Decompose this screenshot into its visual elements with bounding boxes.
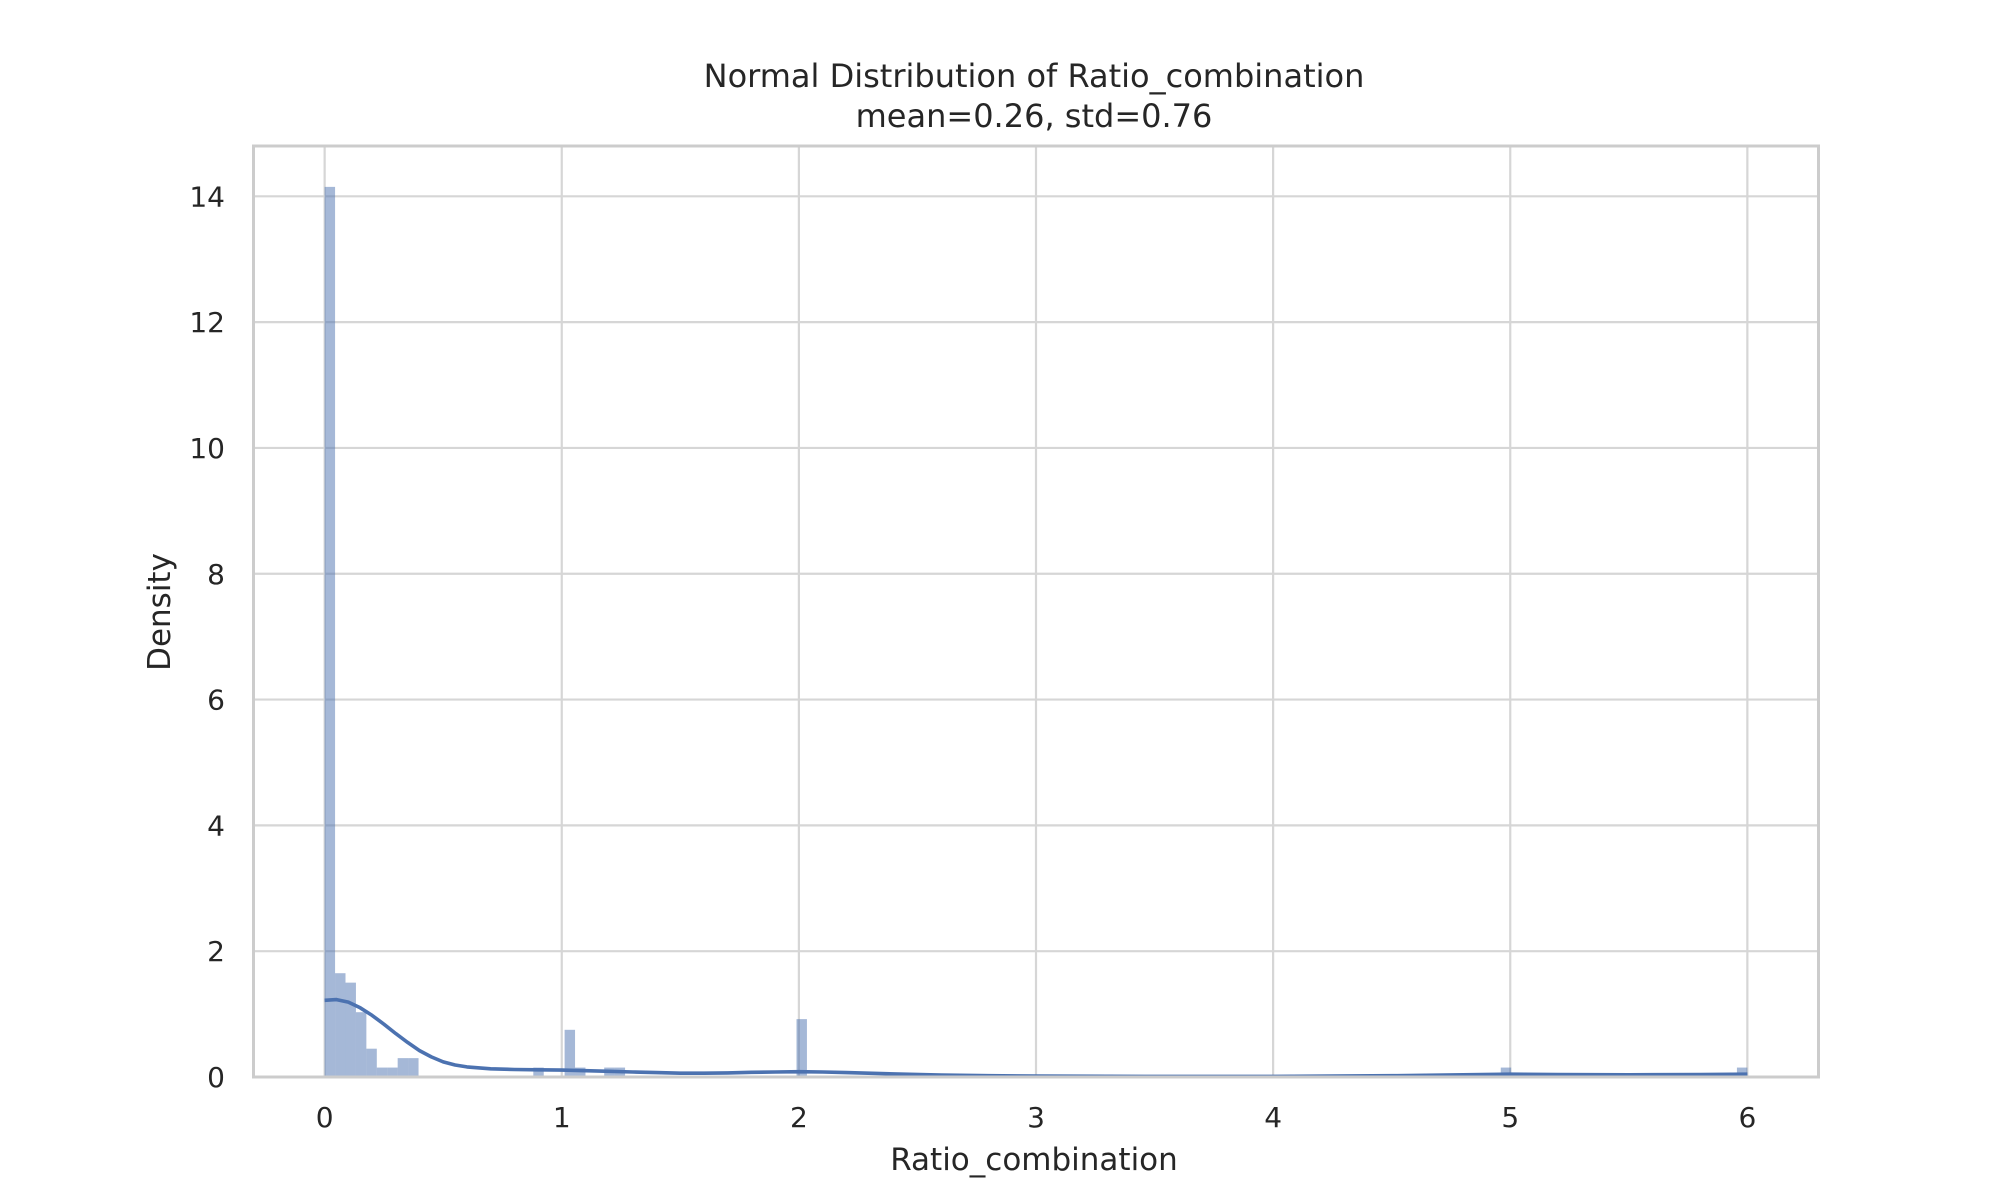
histogram-bar bbox=[324, 186, 336, 1077]
x-tick-label: 0 bbox=[316, 1101, 334, 1134]
x-tick-label: 5 bbox=[1501, 1101, 1519, 1134]
histogram-bar bbox=[796, 1019, 807, 1077]
chart-title: Normal Distribution of Ratio_combination bbox=[704, 57, 1365, 95]
grid bbox=[253, 146, 1819, 1079]
y-tick-labels: 0 2 4 6 8 10 12 14 bbox=[189, 180, 225, 1094]
x-tick-label: 2 bbox=[790, 1101, 808, 1134]
x-tick-label: 1 bbox=[553, 1101, 571, 1134]
histogram-bars bbox=[324, 186, 1748, 1077]
y-tick-label: 14 bbox=[189, 180, 225, 213]
histogram-bar bbox=[1736, 1067, 1748, 1077]
histogram-bar bbox=[387, 1067, 398, 1077]
y-tick-label: 12 bbox=[189, 306, 225, 339]
x-tick-label: 3 bbox=[1027, 1101, 1045, 1134]
x-tick-label: 6 bbox=[1738, 1101, 1756, 1134]
histogram-bar bbox=[397, 1058, 409, 1077]
x-axis-label: Ratio_combination bbox=[890, 1142, 1178, 1178]
histogram-bar bbox=[366, 1048, 377, 1077]
histogram-bar bbox=[376, 1067, 388, 1077]
histogram-bar bbox=[564, 1029, 576, 1077]
y-tick-label: 10 bbox=[189, 432, 225, 465]
y-tick-label: 4 bbox=[207, 809, 225, 842]
y-tick-label: 8 bbox=[207, 558, 225, 591]
x-tick-label: 4 bbox=[1264, 1101, 1282, 1134]
histogram-bar bbox=[533, 1067, 544, 1077]
histogram-bar bbox=[345, 982, 356, 1077]
plot-frame bbox=[252, 144, 1820, 1079]
y-tick-label: 6 bbox=[207, 684, 225, 717]
x-tick-labels: 0 1 2 3 4 5 6 bbox=[316, 1101, 1757, 1134]
chart-subtitle: mean=0.26, std=0.76 bbox=[856, 97, 1213, 135]
histogram-bar bbox=[355, 1012, 367, 1077]
y-axis-label: Density bbox=[142, 553, 178, 671]
histogram-bar bbox=[335, 973, 346, 1077]
y-tick-label: 2 bbox=[207, 935, 225, 968]
histogram-bar bbox=[1500, 1067, 1512, 1077]
histogram-bar bbox=[408, 1058, 419, 1077]
y-tick-label: 0 bbox=[207, 1061, 225, 1094]
